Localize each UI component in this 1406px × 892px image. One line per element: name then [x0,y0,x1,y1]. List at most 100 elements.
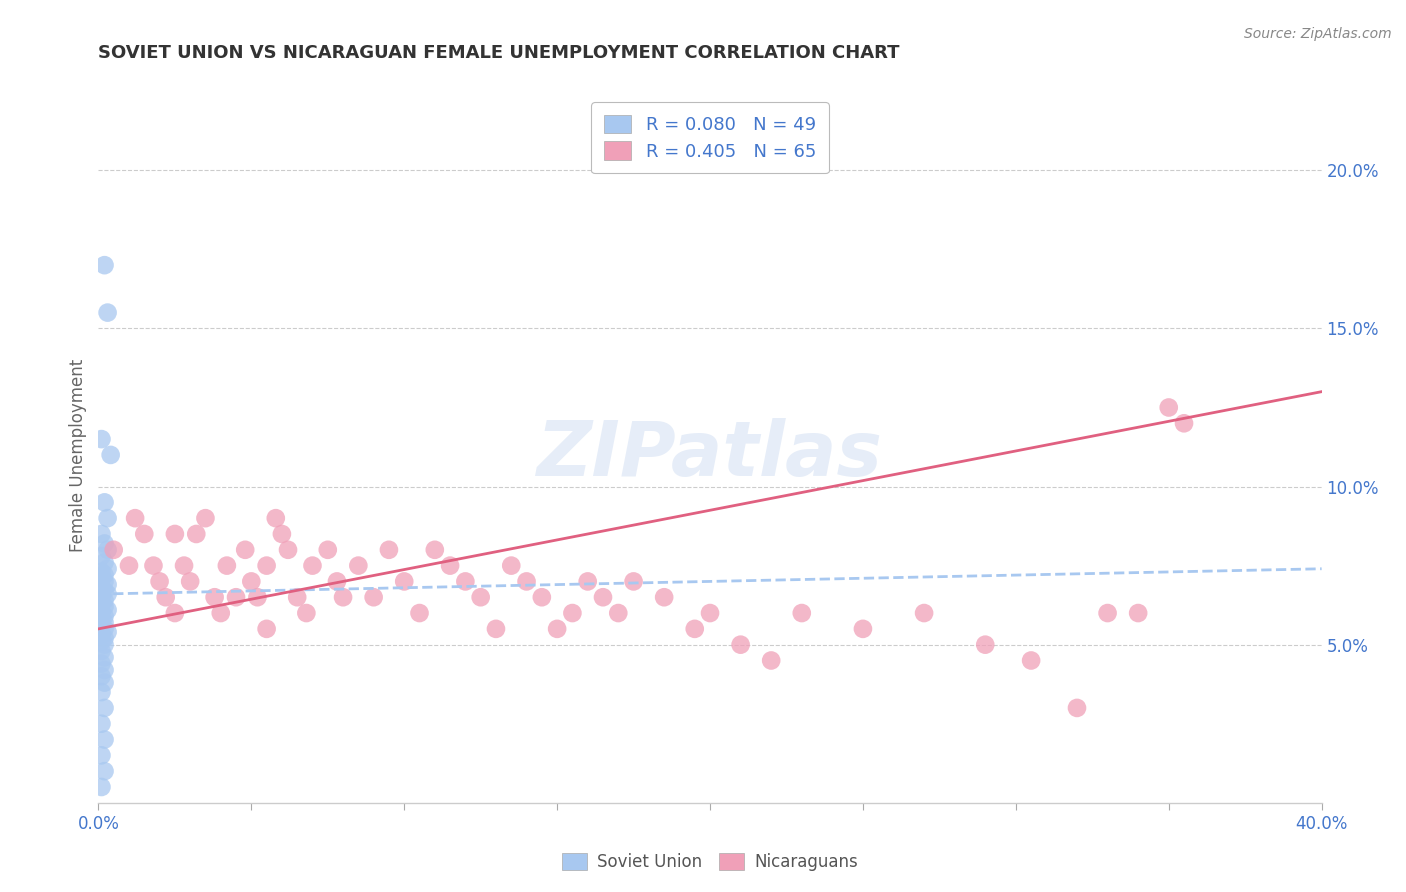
Point [179,574,201,589]
Point [301,558,323,573]
Point [90,657,112,671]
Point [134,527,156,541]
Point [90,628,112,642]
Point [93,764,115,779]
Point [264,511,287,525]
Point [93,701,115,715]
Point [93,568,115,582]
Point [93,593,115,607]
Point [93,638,115,652]
Point [90,571,112,585]
Point [93,583,115,598]
Point [90,669,112,683]
Point [90,591,112,605]
Point [90,780,112,794]
Point [576,574,599,589]
Point [204,591,226,605]
Point [256,558,278,573]
Point [93,632,115,646]
Point [90,618,112,632]
Point [233,542,256,557]
Point [90,597,112,611]
Point [90,612,112,626]
Point [97,305,120,319]
Point [285,591,308,605]
Point [194,511,217,525]
Point [790,606,813,620]
Point [501,558,523,573]
Point [392,574,416,589]
Point [332,591,354,605]
Point [683,622,706,636]
Point [295,606,318,620]
Point [209,606,232,620]
Point [1173,417,1195,431]
Point [316,542,339,557]
Point [546,622,568,636]
Text: Source: ZipAtlas.com: Source: ZipAtlas.com [1244,27,1392,41]
Point [149,574,172,589]
Point [363,591,385,605]
Point [90,716,112,731]
Point [759,653,782,667]
Point [93,732,115,747]
Point [97,577,120,591]
Point [1128,606,1150,620]
Point [93,495,115,509]
Point [246,591,269,605]
Point [93,615,115,630]
Point [103,542,125,557]
Y-axis label: Female Unemployment: Female Unemployment [69,359,87,551]
Point [93,609,115,624]
Point [530,591,553,605]
Point [652,591,675,605]
Point [607,606,630,620]
Point [124,511,146,525]
Point [97,542,120,557]
Point [256,622,278,636]
Point [93,574,115,589]
Point [90,634,112,648]
Point [90,644,112,658]
Point [1019,653,1042,667]
Point [90,565,112,579]
Point [485,622,508,636]
Point [378,542,401,557]
Legend: Soviet Union, Nicaraguans: Soviet Union, Nicaraguans [555,847,865,878]
Point [240,574,263,589]
Point [225,591,247,605]
Point [623,574,645,589]
Point [93,622,115,636]
Text: SOVIET UNION VS NICARAGUAN FEMALE UNEMPLOYMENT CORRELATION CHART: SOVIET UNION VS NICARAGUAN FEMALE UNEMPL… [98,45,900,62]
Point [423,542,446,557]
Point [93,599,115,614]
Point [93,536,115,550]
Point [90,527,112,541]
Point [142,558,165,573]
Point [592,591,614,605]
Point [974,638,997,652]
Point [93,650,115,665]
Point [97,562,120,576]
Point [163,606,186,620]
Point [270,527,292,541]
Point [699,606,721,620]
Point [155,591,177,605]
Point [90,581,112,595]
Point [90,748,112,763]
Point [163,527,186,541]
Point [90,549,112,563]
Point [454,574,477,589]
Point [97,625,120,640]
Point [100,448,122,462]
Point [93,556,115,570]
Point [347,558,370,573]
Point [90,606,112,620]
Point [93,675,115,690]
Point [93,258,115,272]
Point [173,558,195,573]
Point [408,606,430,620]
Point [326,574,349,589]
Point [90,432,112,446]
Point [186,527,208,541]
